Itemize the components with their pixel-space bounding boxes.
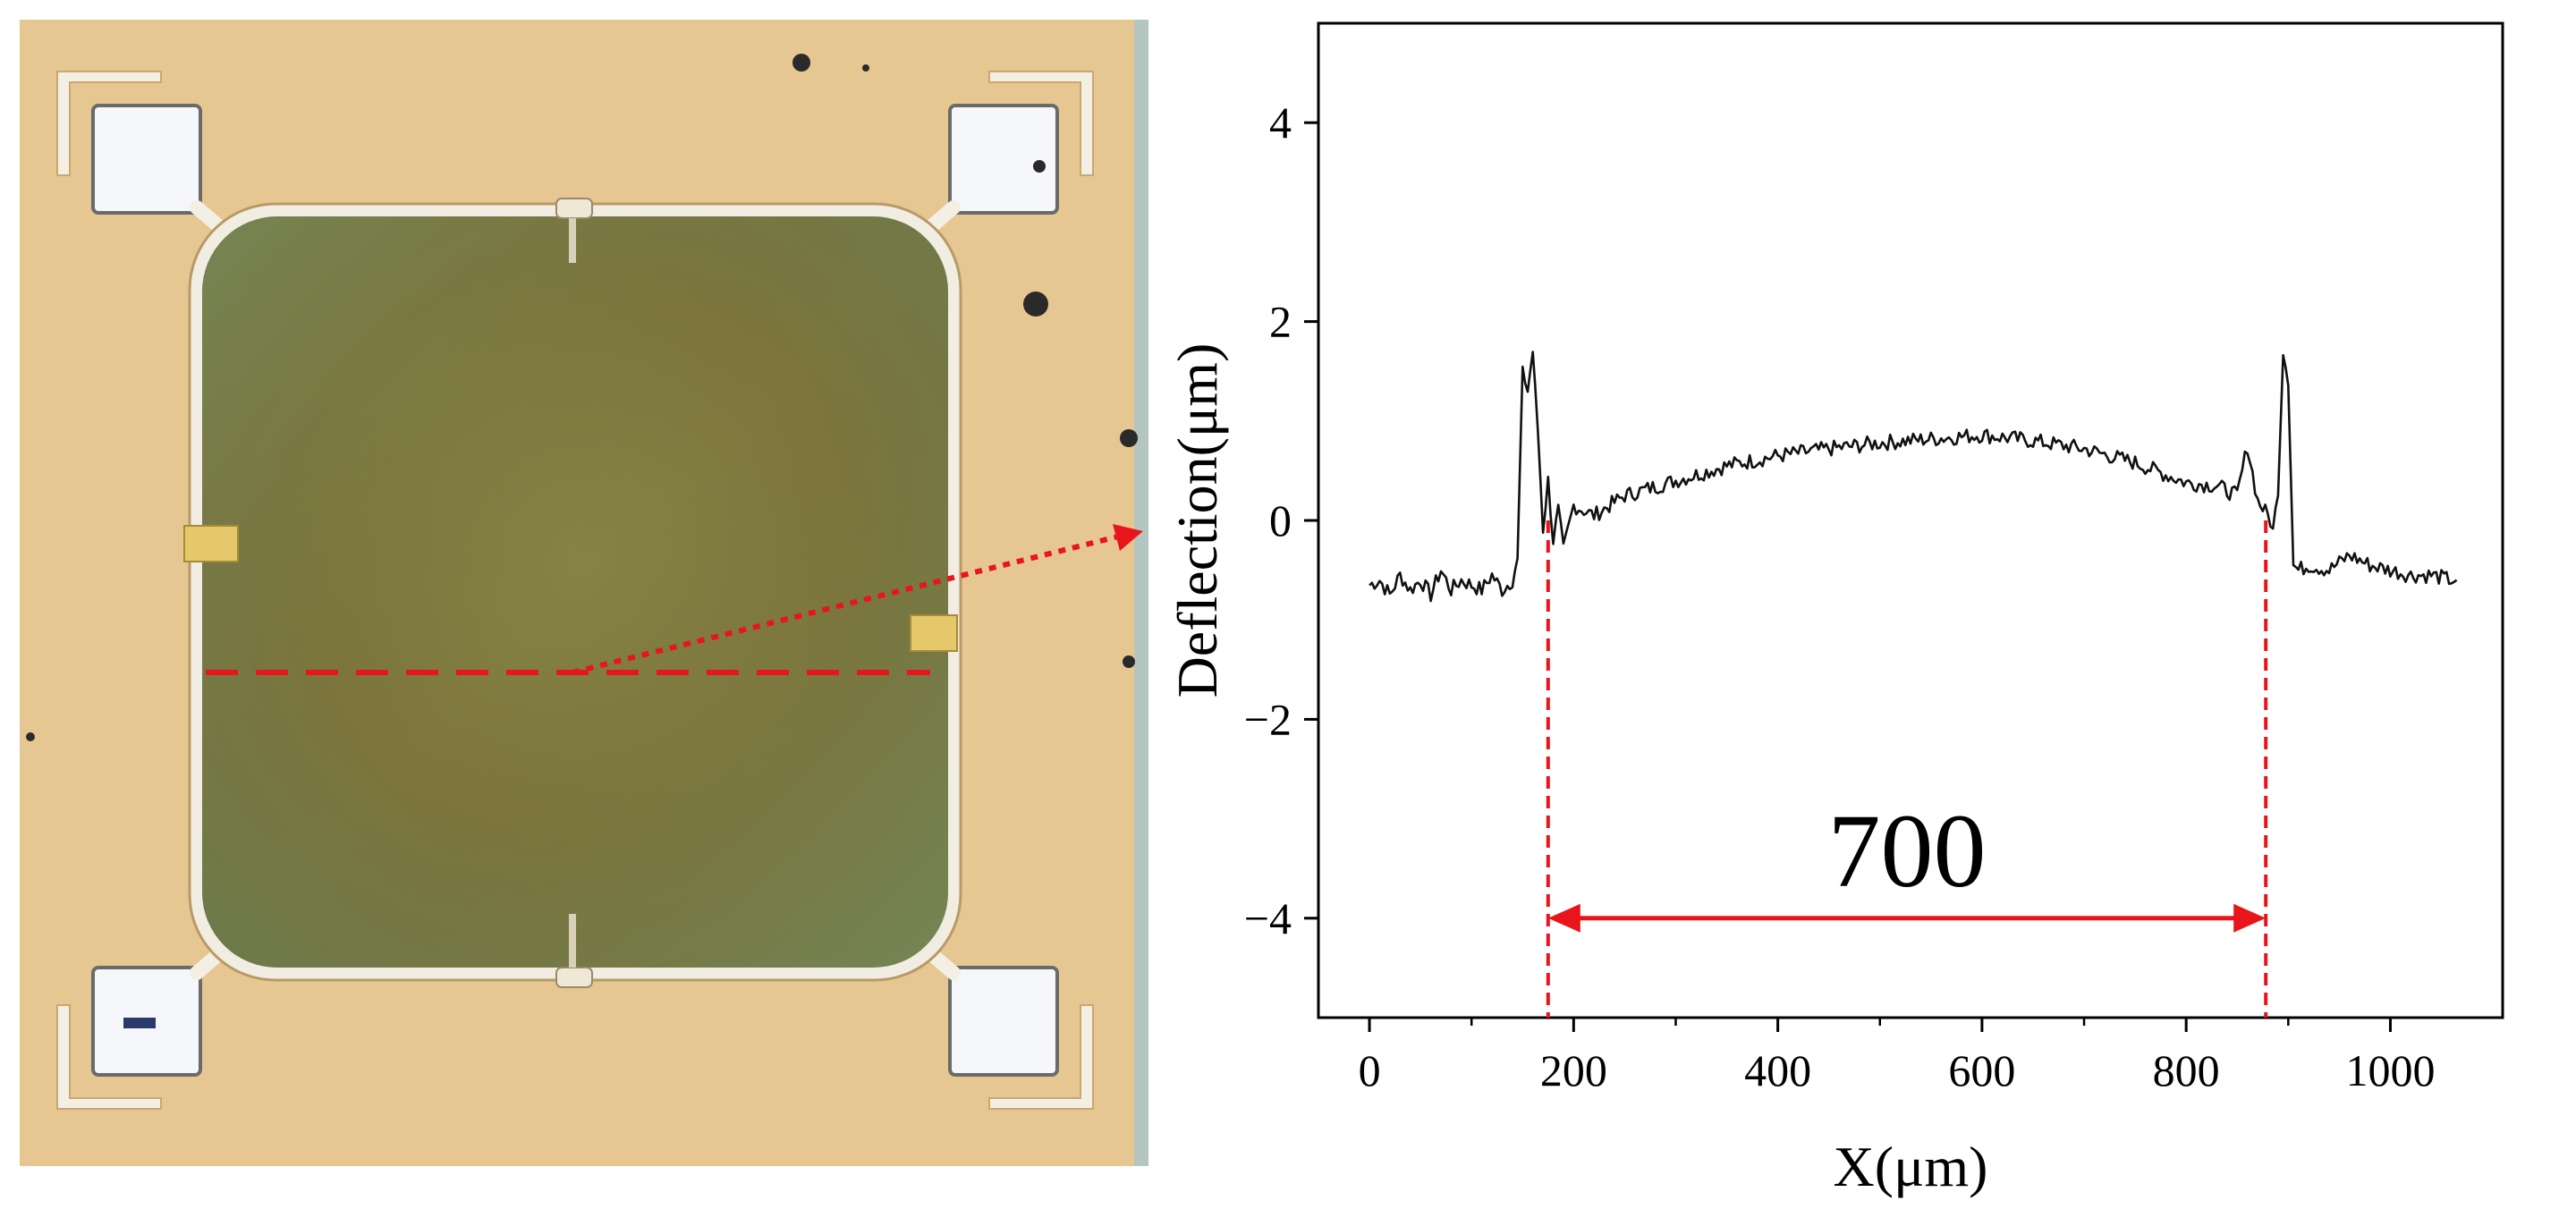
x-axis-ticks: 0 200 400 600 800 1000 [1359,1018,2435,1095]
x-tick-label: 600 [1948,1045,2015,1095]
deflection-trace [1368,351,2458,603]
x-tick-label: 400 [1744,1045,1811,1095]
deflection-chart: 0 200 400 600 800 1000 4 2 0 −2 −4 700 X(μm) Defl… [1165,21,2504,1198]
x-tick-label: 1000 [2345,1045,2435,1095]
dimension-label: 700 [1828,792,1987,909]
corner-pad-bottom-right [948,966,1094,1110]
scan-pointer-arrowhead [1113,524,1143,551]
membrane-chip-micrograph [20,20,1148,1166]
x-axis-title: X(μm) [1834,1135,1988,1198]
dimension-arrowhead-left [1547,903,1580,933]
electrode-features [183,198,958,988]
corner-pad-bottom-left [56,966,202,1110]
y-axis-title: Deflection(μm) [1165,343,1229,698]
dust-specks [26,54,1138,741]
x-tick-label: 200 [1540,1045,1607,1095]
chip-right-edge [1134,20,1148,1166]
y-axis-ticks: 4 2 0 −2 −4 [1244,97,1318,943]
y-tick-label: −2 [1244,694,1292,744]
y-tick-label: 0 [1269,495,1292,545]
dimension-arrowhead-right [2233,903,2267,933]
y-tick-label: 4 [1269,97,1292,148]
y-tick-label: 2 [1269,297,1292,347]
dimension-markers [1546,520,2268,1018]
corner-pad-top-right [948,71,1094,215]
x-tick-label: 0 [1359,1045,1381,1095]
corner-pad-top-left [56,71,202,215]
y-tick-label: −4 [1244,893,1292,943]
membrane-shading [202,216,948,968]
x-tick-label: 800 [2153,1045,2220,1095]
